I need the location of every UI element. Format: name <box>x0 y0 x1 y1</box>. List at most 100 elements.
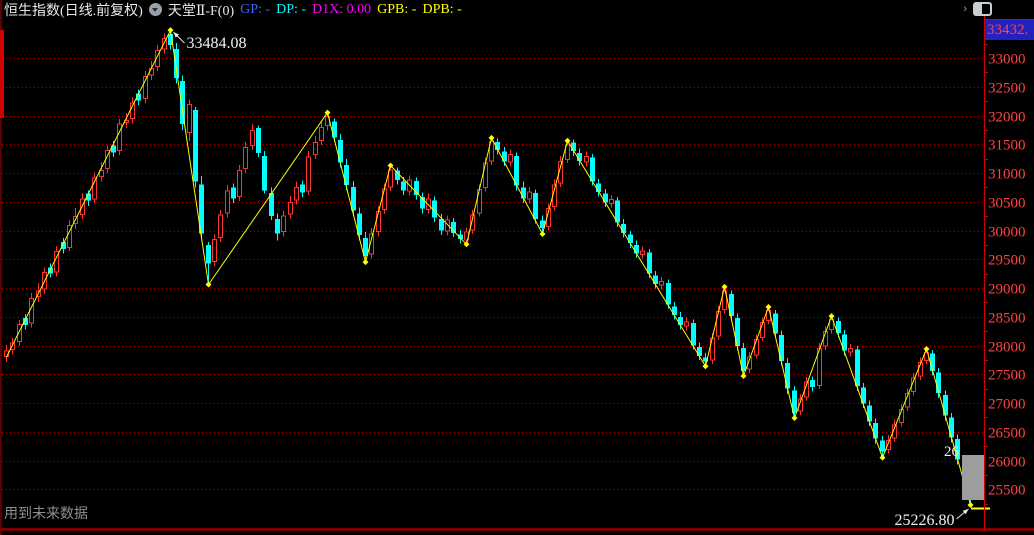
zigzag-layer <box>6 27 974 508</box>
zigzag-pivot-diamond <box>740 372 747 379</box>
candle-body-up <box>640 250 645 256</box>
candle-body-up <box>306 156 311 192</box>
candle-body-up <box>892 424 897 439</box>
candle-body-down <box>180 81 185 125</box>
candle-body-up <box>99 169 104 178</box>
candle-body-up <box>445 219 450 232</box>
candle-body-up <box>17 324 22 343</box>
zigzag-pivot-diamond <box>879 454 886 461</box>
candle-body-up <box>319 127 324 141</box>
zigzag-pivot-diamond <box>702 363 709 370</box>
zigzag-pivot-diamond <box>324 109 331 116</box>
candle-body-down <box>502 151 507 162</box>
zigzag-pivot-diamond <box>167 27 174 34</box>
candle-body-up <box>225 190 230 214</box>
candle-body-down <box>61 242 66 249</box>
left-red-bar <box>0 30 4 118</box>
axis-label: 28000 <box>988 340 1026 356</box>
candle-body-down <box>936 372 941 394</box>
candle-body-down <box>634 244 639 254</box>
candle-body-up <box>722 290 727 310</box>
candle-body-down <box>666 282 671 305</box>
axis-label: 26000 <box>988 455 1026 471</box>
candle-body-up <box>250 129 255 146</box>
candle-body-down <box>432 200 437 218</box>
indicator-fields: GP: - DP: - D1X: 0.00 GPB: - DPB: - <box>240 2 468 18</box>
future-data-watermark: 用到未来数据 <box>4 506 88 522</box>
candle-body-up <box>426 198 431 210</box>
candle-body-up <box>281 215 286 233</box>
candle-body-down <box>955 439 960 460</box>
candle-body-down <box>458 234 463 240</box>
axis-max-label: 33432. <box>985 19 1034 40</box>
candle-body-up <box>848 347 853 353</box>
candle-body-down <box>836 320 841 333</box>
titlebar-right-icons: › <box>963 2 992 16</box>
candle-body-down <box>861 387 866 404</box>
candle-body-down <box>867 405 872 422</box>
indicator-title: 天堂Ⅱ-F(0) <box>167 3 235 19</box>
axis-label: 30500 <box>988 196 1026 212</box>
zigzag-pivot-diamond <box>791 414 798 421</box>
candle-body-down <box>540 220 545 229</box>
candle-body-down <box>363 237 368 256</box>
candle-body-down <box>773 313 778 334</box>
candle-body-up <box>294 186 299 201</box>
candle-body-down <box>678 316 683 325</box>
candle-body-up <box>288 201 293 215</box>
symbol-title: 恒生指数(日线.前复权) <box>4 3 143 19</box>
low-value-label: 25226.80 <box>895 512 955 529</box>
candle-body-down <box>647 252 652 274</box>
split-panel-icon[interactable] <box>973 2 992 16</box>
candle-body-down <box>111 145 116 153</box>
indicator-field-DP: DP: - <box>276 1 307 17</box>
candle-body-up <box>659 281 664 286</box>
candle-body-up <box>470 214 475 231</box>
indicator-field-DPB: DPB: - <box>422 1 462 17</box>
axis-label: 28500 <box>988 311 1026 327</box>
axis-label: 32000 <box>988 110 1026 126</box>
candle-body-down <box>439 219 444 231</box>
candle-body-up <box>754 339 759 356</box>
candle-body-up <box>609 198 614 205</box>
candle-body-up <box>527 191 532 200</box>
candle-body-down <box>231 187 236 199</box>
chevron-right-icon[interactable]: › <box>963 2 967 15</box>
candle-body-down <box>628 234 633 244</box>
candle-body-down <box>691 323 696 346</box>
candle-body-up <box>716 311 721 337</box>
candle-body-up <box>369 233 374 255</box>
zigzag-pivot-diamond <box>967 501 974 508</box>
candle-body-down <box>615 200 620 223</box>
zigzag-pivot-diamond <box>362 259 369 266</box>
zigzag-pivot-diamond <box>765 303 772 310</box>
candles-layer <box>4 30 973 505</box>
annotation-arrowhead <box>962 508 969 515</box>
candle-body-up <box>747 356 752 370</box>
candle-body-up <box>243 147 248 169</box>
candle-body-down <box>193 109 198 182</box>
axis-label: 30000 <box>988 225 1026 241</box>
axis-label: 32500 <box>988 81 1026 97</box>
title-bar: 恒生指数(日线.前复权) 天堂Ⅱ-F(0) GP: - DP: - D1X: 0.0… <box>0 0 1034 19</box>
candle-body-up <box>684 321 689 327</box>
zigzag-line <box>6 28 971 506</box>
candle-body-up <box>155 49 160 68</box>
candle-body-down <box>136 93 141 101</box>
candle-body-down <box>514 155 519 186</box>
candle-body-up <box>829 319 834 330</box>
candle-body-down <box>792 390 797 413</box>
candle-body-up <box>886 439 891 451</box>
candle-body-down <box>621 224 626 233</box>
candle-body-down <box>344 164 349 186</box>
zigzag-pivot-diamond <box>463 241 470 248</box>
candle-body-down <box>351 186 356 211</box>
candle-body-down <box>697 347 702 356</box>
chevron-down-circle-icon[interactable] <box>148 3 162 16</box>
candle-body-down <box>873 423 878 439</box>
zigzag-pivot-diamond <box>923 345 930 352</box>
candle-body-down <box>420 197 425 209</box>
zigzag-pivot-diamond <box>387 162 394 169</box>
candle-body-down <box>949 417 954 438</box>
